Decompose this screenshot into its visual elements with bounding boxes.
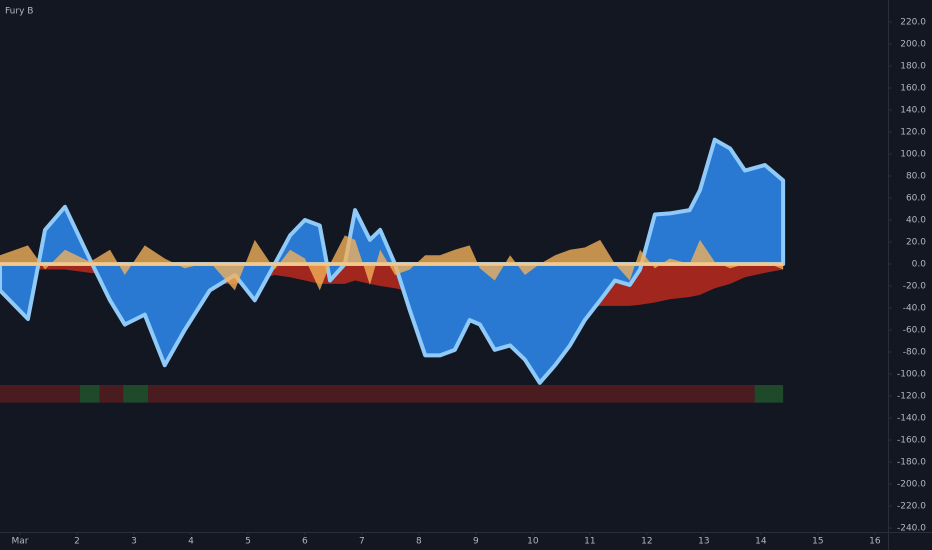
x-tick-label: 4 <box>188 537 194 547</box>
x-tick-label: 8 <box>416 537 422 547</box>
x-tick-label: 13 <box>698 537 709 547</box>
x-tick-label: 3 <box>131 537 137 547</box>
y-tick-label: -20.0 <box>903 282 927 292</box>
x-tick-label: 5 <box>245 537 251 547</box>
state-segment <box>99 385 124 403</box>
series-area <box>0 137 786 385</box>
y-tick-label: -240.0 <box>897 524 926 534</box>
x-tick-label: 16 <box>869 537 881 547</box>
chart-title: Fury B <box>5 7 33 17</box>
y-tick-label: -160.0 <box>897 436 926 446</box>
x-tick-label: 12 <box>641 537 652 547</box>
y-tick-label: 20.0 <box>906 238 926 248</box>
y-tick-label: 40.0 <box>906 216 926 226</box>
y-tick-label: -80.0 <box>903 348 927 358</box>
y-tick-label: 120.0 <box>900 128 926 138</box>
y-tick-label: -140.0 <box>897 414 926 424</box>
y-tick-label: -100.0 <box>897 370 926 380</box>
x-tick-label: Mar <box>11 537 28 547</box>
y-tick-label: 80.0 <box>906 172 926 182</box>
x-tick-label: 14 <box>755 537 767 547</box>
y-tick-label: 60.0 <box>906 194 926 204</box>
x-tick-label: 15 <box>812 537 823 547</box>
y-tick-label: -120.0 <box>897 392 926 402</box>
state-segment <box>0 385 80 403</box>
state-segment <box>123 385 149 403</box>
y-tick-label: -180.0 <box>897 458 926 468</box>
state-segment <box>148 385 755 403</box>
series-area <box>0 235 784 291</box>
y-tick-label: -200.0 <box>897 480 926 490</box>
y-tick-label: -60.0 <box>903 326 927 336</box>
x-tick-label: 7 <box>359 537 365 547</box>
state-segment <box>79 385 100 403</box>
y-tick-label: 100.0 <box>900 150 926 160</box>
y-tick-label: 180.0 <box>900 62 926 72</box>
x-tick-label: 2 <box>74 537 80 547</box>
y-tick-label: 140.0 <box>900 106 926 116</box>
y-tick-label: 0.0 <box>912 260 927 270</box>
y-tick-label: 200.0 <box>900 40 926 50</box>
y-tick-label: -220.0 <box>897 502 926 512</box>
x-tick-label: 11 <box>584 537 595 547</box>
state-segment <box>754 385 784 403</box>
x-tick-label: 10 <box>527 537 539 547</box>
y-tick-label: 160.0 <box>900 84 926 94</box>
x-tick-label: 6 <box>302 537 308 547</box>
y-tick-label: 220.0 <box>900 18 926 28</box>
x-tick-label: 9 <box>473 537 479 547</box>
y-tick-label: -40.0 <box>903 304 927 314</box>
